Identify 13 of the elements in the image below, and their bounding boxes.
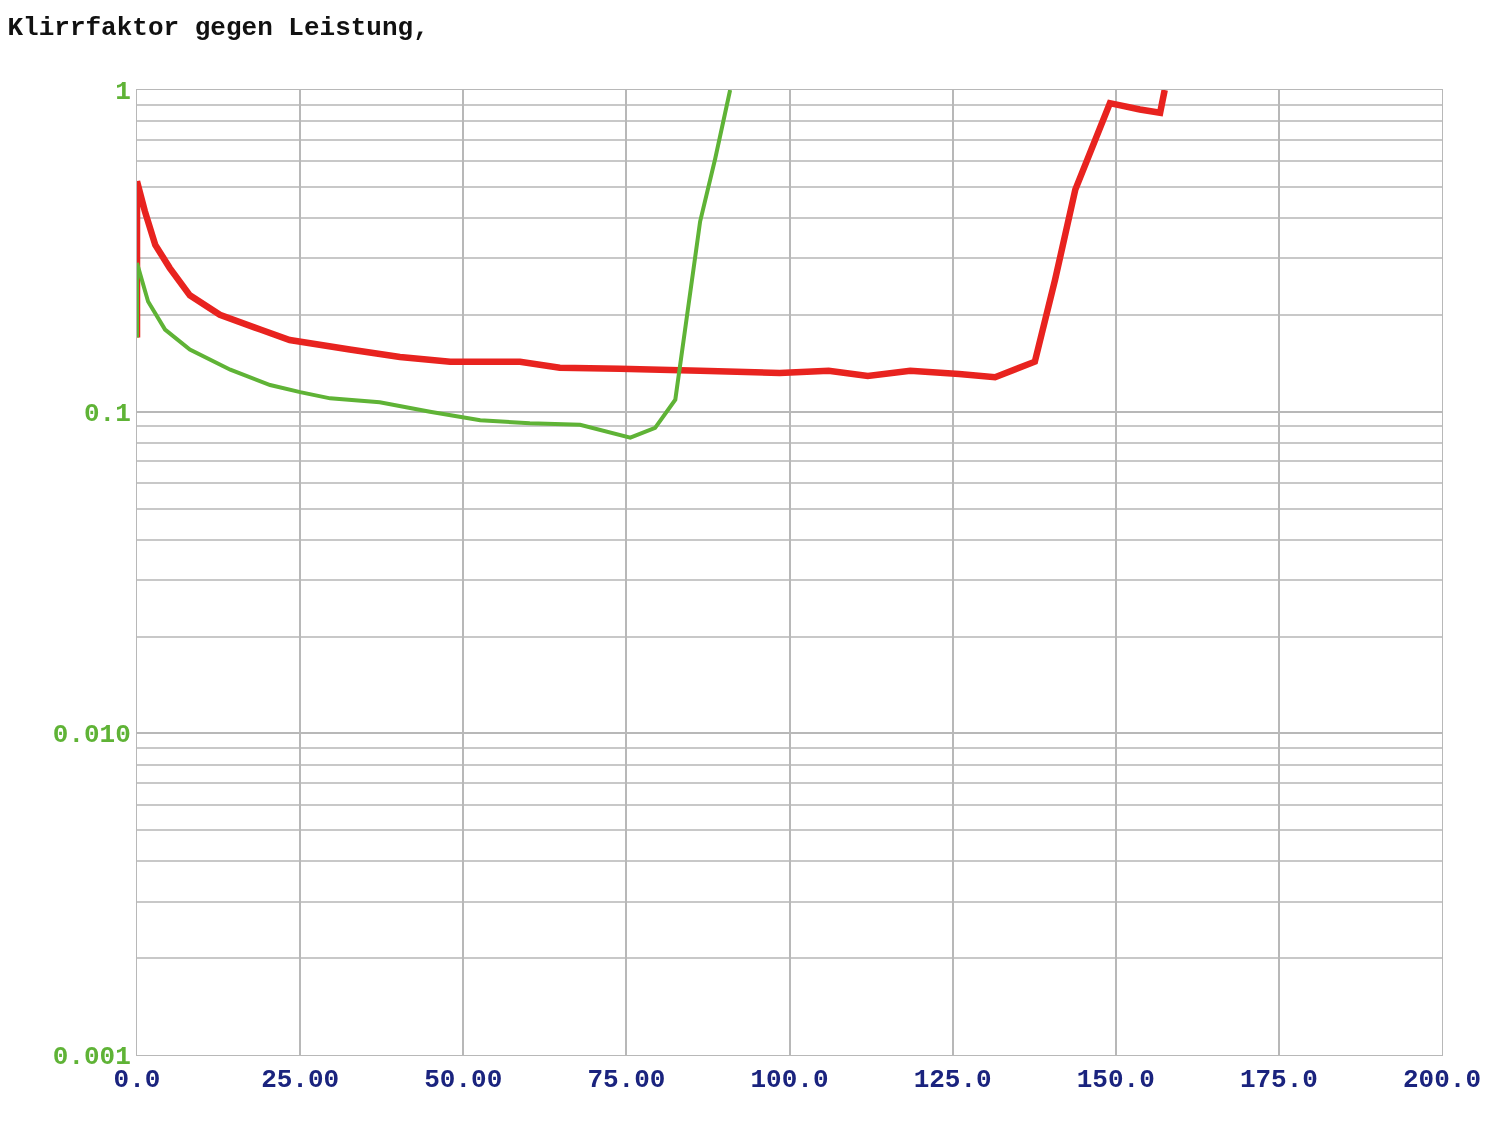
x-tick-label: 125.0: [913, 1065, 992, 1096]
y-tick-label: 1: [115, 77, 131, 108]
x-tick-label: 150.0: [1076, 1065, 1155, 1096]
chart-title: Klirrfaktor gegen Leistung,: [7, 13, 429, 44]
x-tick-label: 175.0: [1239, 1065, 1318, 1096]
x-tick-label: 100.0: [750, 1065, 829, 1096]
x-tick-label: 75.00: [587, 1065, 666, 1096]
y-tick-label: 0.1: [83, 398, 131, 429]
x-tick-label: 25.00: [261, 1065, 340, 1096]
x-tick-label: 200.0: [1402, 1065, 1482, 1096]
line-series: [137, 90, 733, 440]
x-tick-label: 50.00: [424, 1065, 503, 1096]
y-tick-label: 0.010: [52, 720, 131, 751]
